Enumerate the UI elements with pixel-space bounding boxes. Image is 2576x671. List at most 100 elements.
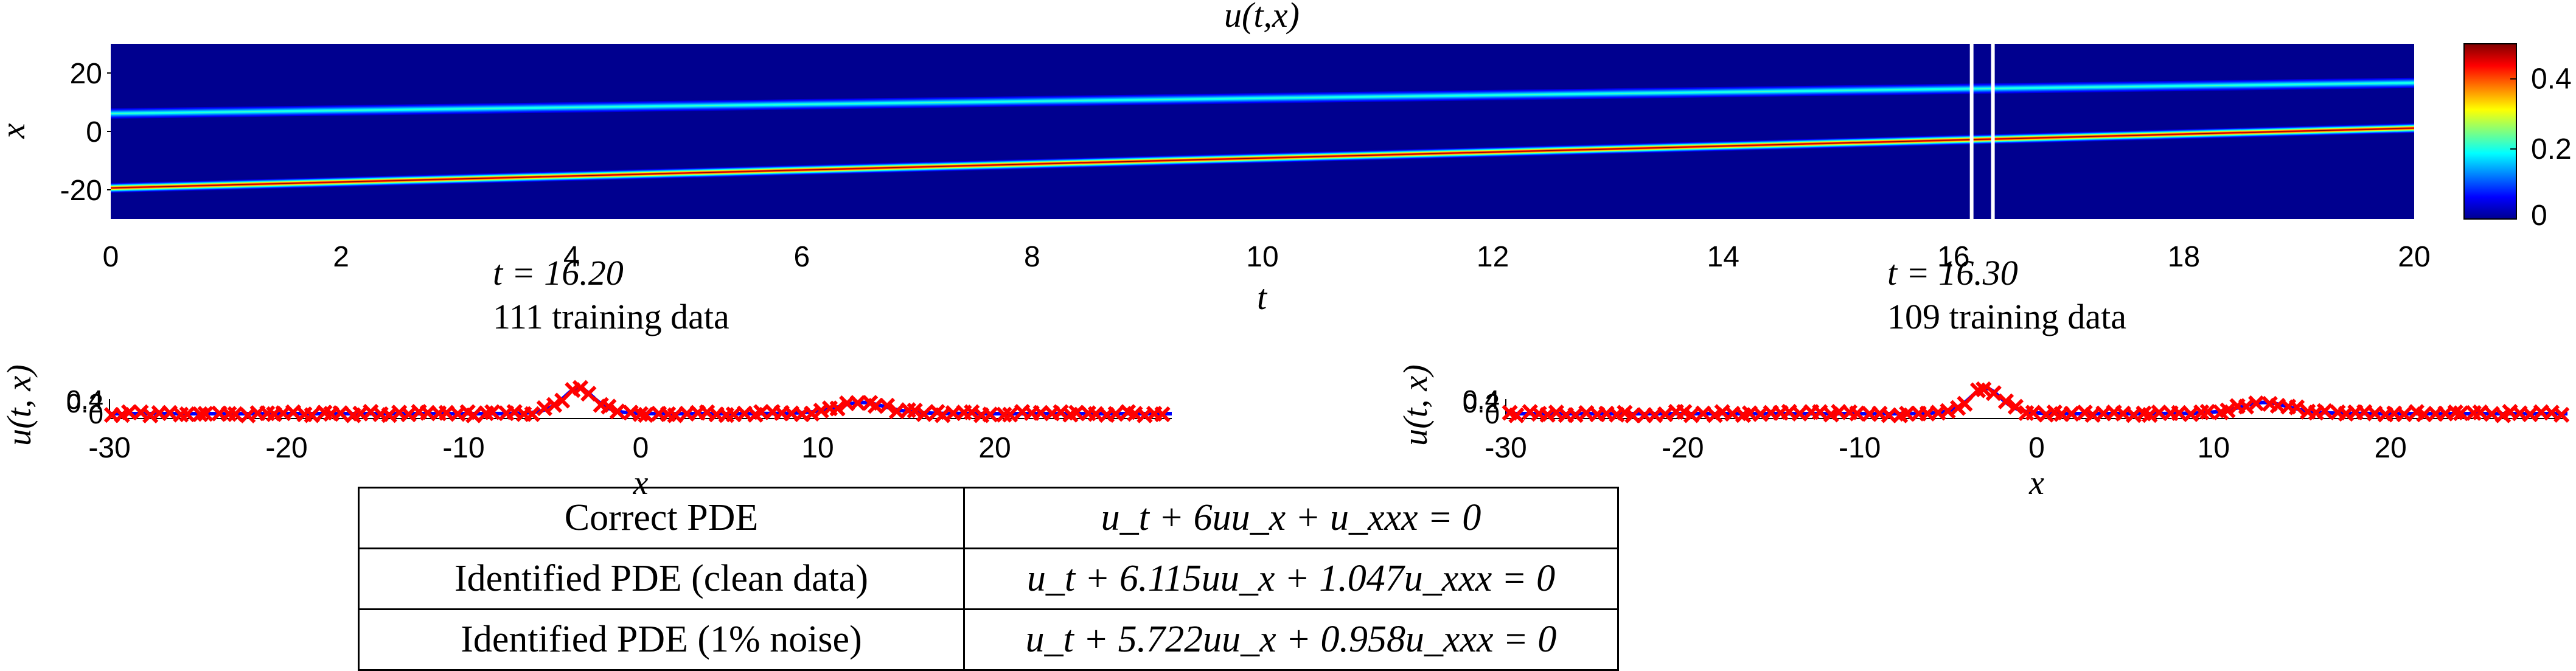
snapshot-xtick-label: -10: [442, 432, 484, 464]
heatmap-xtick-label: 8: [1024, 241, 1040, 273]
snapshot-xtick-label: 0: [2028, 432, 2045, 464]
snapshot-ytick-label: 0.2: [66, 389, 103, 419]
pde-label-clean: Identified PDE (clean data): [358, 548, 965, 610]
snapshot-ylabel: u(t, x): [1, 364, 38, 446]
snapshot-xtick-label: -20: [265, 432, 307, 464]
training-point-marker: [1107, 406, 1124, 422]
heatmap-xtick-label: 12: [1477, 241, 1509, 273]
training-point-marker: [1624, 407, 1641, 423]
training-point-marker: [1002, 406, 1018, 423]
training-point-marker: [1508, 407, 1525, 423]
training-point-marker: [179, 406, 195, 423]
snapshot-xtick-label: -20: [1662, 432, 1704, 464]
snapshot-xtick-label: 20: [978, 432, 1011, 464]
snapshot-left-count: 111 training data: [493, 297, 729, 336]
heatmap-ytick-label: 0: [86, 116, 102, 148]
soliton-band-0: [110, 90, 2415, 122]
snapshot-ytick-label: 0.4: [66, 385, 103, 415]
training-point-marker: [2219, 402, 2236, 419]
snapshot-xtick-label: -30: [88, 432, 130, 464]
snapshot-ytick-label: 0.2: [1463, 389, 1500, 419]
pde-table: Correct PDE u_t + 6uu_x + u_xxx = 0 Iden…: [358, 487, 1619, 671]
training-point-marker: [1849, 405, 1865, 422]
training-point-marker: [982, 406, 998, 423]
training-point-marker: [1899, 405, 1915, 422]
training-point-marker: [2199, 403, 2216, 420]
training-point-marker: [609, 403, 625, 420]
snapshot-ytick-label: 0: [89, 400, 103, 429]
colorbar-gradient: [2463, 43, 2517, 220]
heatmap-title: u(t,x): [1224, 0, 1300, 35]
training-point-marker: [332, 405, 349, 422]
training-point-marker: [638, 406, 654, 423]
training-point-marker: [2553, 406, 2570, 423]
training-point-marker: [1976, 381, 1992, 398]
training-point-marker: [197, 406, 214, 422]
heatmap-background: [111, 44, 2414, 219]
table-row: Identified PDE (clean data) u_t + 6.115u…: [358, 548, 1619, 610]
heatmap-xtick-label: 2: [333, 241, 349, 273]
pde-label-noise: Identified PDE (1% noise): [358, 608, 965, 671]
snapshot-left-time: t = 16.20: [493, 253, 624, 293]
heatmap-xtick-label: 0: [103, 241, 119, 273]
pde-label-correct: Correct PDE: [358, 487, 965, 549]
training-point-marker: [2316, 403, 2333, 419]
training-point-marker: [829, 400, 846, 417]
heatmap-plot: 0 2 4 6 8 10 12 14 16 18 20 -20 0 20: [60, 44, 2431, 273]
training-point-marker: [632, 406, 649, 422]
colorbar-tick-label: 0.4: [2531, 63, 2572, 96]
training-point-marker: [2025, 405, 2042, 421]
training-point-marker: [304, 407, 320, 423]
heatmap-xtick-label: 14: [1707, 241, 1739, 273]
snapshot-xtick-label: -10: [1839, 432, 1881, 464]
colorbar-tick-label: 0: [2531, 200, 2547, 232]
snapshot-ylabel: u(t, x): [1397, 364, 1435, 446]
training-point-marker: [849, 395, 866, 411]
training-point-marker: [1683, 407, 1700, 423]
training-point-marker: [916, 406, 932, 422]
colorbar-tick-label: 0.2: [2531, 133, 2572, 165]
training-point-marker: [1997, 393, 2014, 409]
heatmap-xtick-label: 10: [1246, 241, 1278, 273]
heatmap-xtick-label: 18: [2168, 241, 2200, 273]
training-point-marker: [2063, 406, 2080, 422]
training-point-marker: [1985, 385, 2002, 402]
training-point-marker: [2452, 405, 2470, 422]
pde-equation-correct: u_t + 6uu_x + u_xxx = 0: [963, 487, 1619, 549]
training-point-marker: [2007, 398, 2024, 415]
snapshot-xtick-label: 0: [633, 432, 649, 464]
training-point-marker: [227, 406, 243, 422]
snapshot-ytick-label: 0: [1485, 400, 1500, 429]
heatmap-xtick-label: 6: [793, 241, 810, 273]
training-point-marker: [192, 406, 209, 423]
training-point-marker: [667, 407, 683, 423]
snapshot-ytick-label: 0.4: [1463, 385, 1500, 415]
training-point-marker: [600, 398, 617, 415]
training-point-marker: [121, 404, 138, 420]
training-point-marker: [580, 386, 597, 402]
heatmap-ytick-label: 20: [70, 58, 102, 90]
snapshot-xlabel: x: [2028, 464, 2044, 502]
pde-equation-clean: u_t + 6.115uu_x + 1.047u_xxx = 0: [963, 548, 1619, 610]
training-point-marker: [2288, 399, 2305, 415]
training-point-marker: [907, 402, 923, 419]
heatmap-xtick-label: 16: [1937, 241, 1969, 273]
pde-equation-noise: u_t + 5.722uu_x + 0.958u_xxx = 0: [963, 608, 1619, 671]
heatmap-ytick-label: -20: [60, 175, 102, 207]
training-point-marker: [1957, 395, 1973, 412]
training-point-marker: [2248, 395, 2264, 412]
colorbar: 0 0.2 0.4: [2463, 43, 2572, 232]
snapshot-xtick-label: 10: [801, 432, 834, 464]
heatmap-xtick-label: 20: [2398, 241, 2430, 273]
snapshot-right-count: 109 training data: [1887, 297, 2126, 336]
snapshot-right-time: t = 16.30: [1887, 253, 2018, 293]
training-point-marker: [1154, 406, 1171, 423]
heatmap-xlabel: t: [1257, 277, 1268, 317]
training-point-marker: [2396, 406, 2412, 423]
training-point-marker: [996, 406, 1012, 423]
training-point-marker: [484, 404, 501, 420]
training-point-marker: [879, 397, 896, 414]
snapshot-xtick-label: -30: [1485, 432, 1526, 464]
